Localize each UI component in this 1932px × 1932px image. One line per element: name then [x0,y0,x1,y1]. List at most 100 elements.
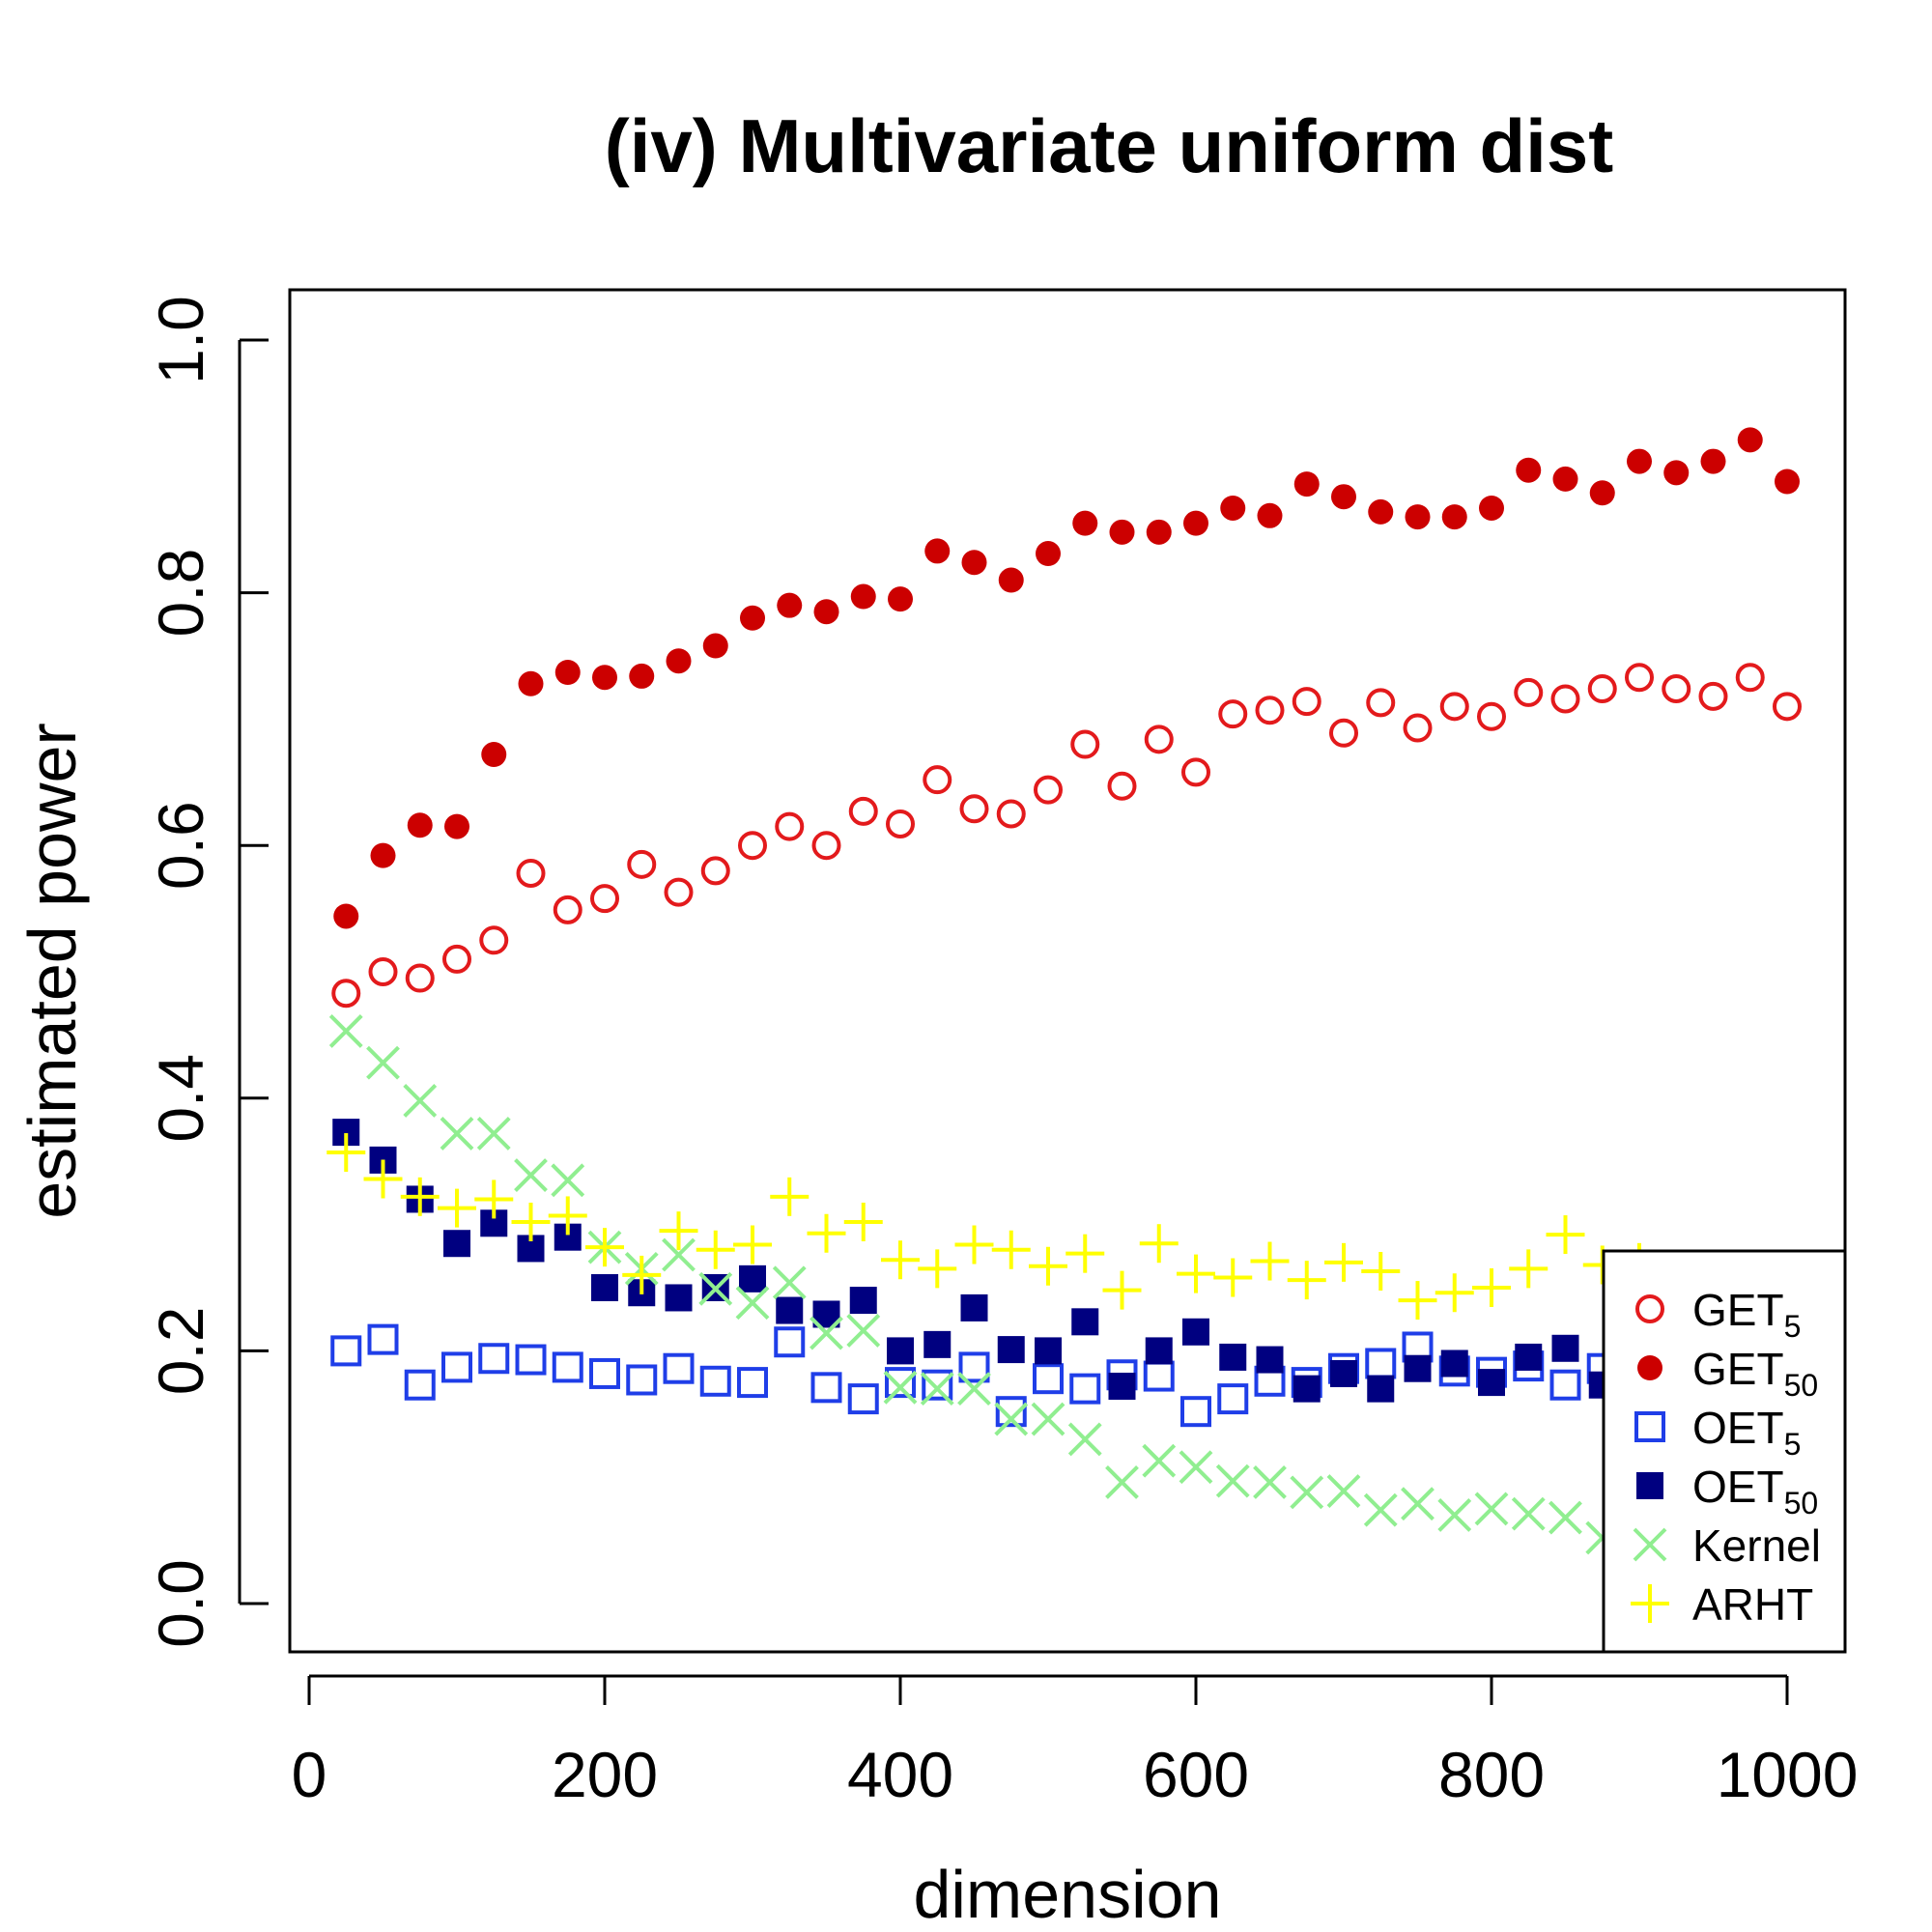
data-point [739,1264,766,1293]
data-point [405,963,435,993]
data-point [1253,1465,1287,1499]
data-point [1363,1492,1398,1527]
y-tick-label: 0.6 [145,801,216,890]
data-point [553,895,582,924]
y-axis-label: estimated power [14,723,90,1219]
data-point [811,831,841,861]
data-point [515,1344,547,1376]
data-point [1031,1402,1065,1436]
data-point [1737,427,1763,453]
data-point [1773,692,1802,722]
data-point [400,1177,440,1216]
legend-item: Kernel [1633,1520,1821,1571]
data-point [1293,471,1320,497]
plot-frame [288,288,1847,1654]
y-tick-label: 0.8 [145,549,216,638]
data-point [699,1365,731,1397]
data-point [923,1330,952,1358]
data-point [777,592,803,618]
data-point [1287,1261,1326,1300]
legend-label: GET5 [1692,1285,1801,1344]
data-point [551,1163,585,1198]
data-point [1401,1487,1435,1521]
data-point [1589,480,1615,506]
data-point [1257,502,1283,528]
legend-marker [1633,1527,1667,1562]
data-point [959,794,989,824]
data-point [1366,688,1396,718]
data-point [846,1314,881,1348]
data-point [1330,1359,1357,1387]
data-point [666,648,692,674]
legend-label: OET5 [1692,1403,1801,1462]
data-point [958,1351,990,1383]
data-point [1033,1363,1064,1395]
data-point [883,1370,918,1405]
y-axis: 0.0 0.2 0.4 0.6 0.8 1.0 [145,296,269,1648]
data-point [923,765,952,795]
x-tick-label: 200 [552,1739,658,1810]
data-point [920,1372,954,1406]
data-point [924,538,951,564]
data-point [1662,674,1691,704]
data-point [626,1364,658,1396]
data-point [1735,663,1765,693]
data-point [1071,1308,1099,1336]
legend-label: Kernel [1692,1520,1821,1571]
data-point [1440,1350,1468,1378]
data-point [960,1293,988,1321]
data-point [664,877,694,907]
data-point [511,1202,551,1241]
legend-label: OET50 [1692,1462,1818,1520]
x-tick-label: 0 [292,1739,327,1810]
data-point [1663,460,1690,486]
data-point [1698,681,1728,711]
data-point [665,1284,693,1312]
data-point [1293,1375,1321,1403]
data-point [481,742,507,768]
data-point [1220,495,1246,521]
data-point [1405,504,1431,530]
data-point [1029,1246,1067,1286]
data-point [1034,775,1063,805]
data-point [1215,1463,1250,1498]
data-point [1182,1318,1209,1346]
data-point [847,1383,879,1415]
data-point [363,1159,403,1199]
data-point [443,1230,470,1258]
series-layer [327,427,1806,1560]
data-point [813,599,839,625]
x-axis: 0 200 400 600 800 1000 [292,1674,1858,1810]
data-point [1550,684,1580,714]
data-point [1478,1369,1505,1397]
data-point [440,1117,474,1151]
data-point [922,1369,953,1401]
data-point [444,813,469,839]
data-point [629,663,655,689]
data-point [994,1402,1029,1436]
data-point [881,1240,920,1280]
data-point [1625,663,1654,693]
data-point [995,1396,1027,1428]
legend-marker [1631,1584,1669,1623]
data-point [1404,1354,1432,1382]
data-point [1065,1234,1105,1273]
legend-marker [1636,1472,1663,1499]
data-point [1256,1346,1284,1374]
data-point [918,1249,957,1289]
data-point [367,1323,399,1355]
data-point [998,567,1024,593]
data-point [1627,448,1652,474]
data-point [1143,1360,1175,1392]
series-arht [327,1133,1806,1321]
data-point [592,665,617,691]
legend-marker [1634,1411,1665,1442]
data-point [1775,469,1800,495]
data-point [1290,1475,1324,1510]
data-point [474,1179,514,1219]
data-point [1700,448,1726,474]
data-point [441,1351,472,1383]
data-point [1514,677,1544,707]
data-point [663,1352,695,1384]
data-point [1511,1496,1546,1531]
